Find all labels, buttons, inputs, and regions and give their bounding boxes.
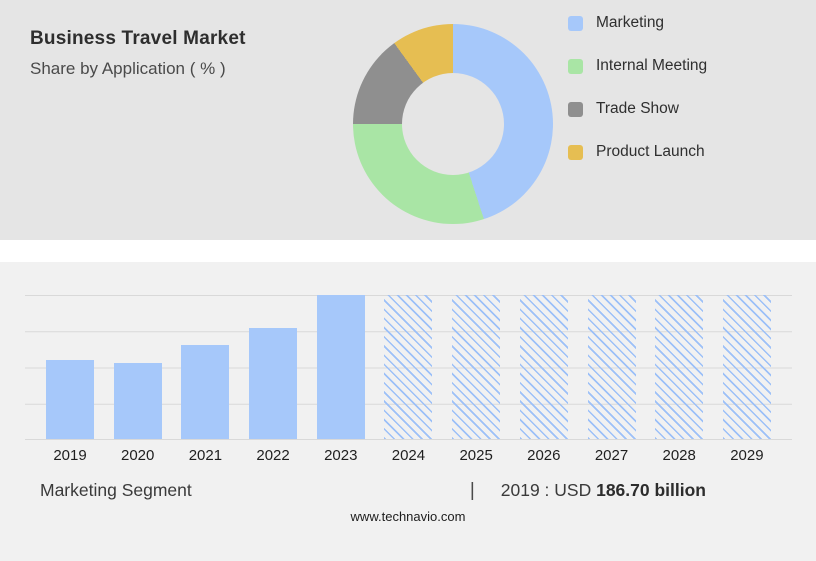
bar-2027-forecast bbox=[587, 295, 636, 439]
bar-2023 bbox=[316, 295, 365, 439]
legend-swatch bbox=[568, 15, 583, 31]
x-label-2023: 2023 bbox=[324, 447, 358, 464]
bar-2022 bbox=[249, 328, 298, 439]
summary-panel: Business Travel Market Share by Applicat… bbox=[0, 0, 816, 240]
bar-2021 bbox=[181, 345, 230, 439]
x-label-2027: 2027 bbox=[594, 447, 629, 464]
bar-plot bbox=[25, 295, 792, 440]
bar-2020 bbox=[113, 362, 162, 439]
bar-chart: 2019 2020 2021 2022 2023 2024 2025 2026 2027 2028… bbox=[25, 295, 792, 464]
legend-item-marketing: Marketing bbox=[568, 14, 707, 32]
legend-item-product-launch: Product Launch bbox=[568, 143, 707, 161]
donut-hole bbox=[402, 73, 504, 175]
base-year-value: 2019 : USD 186.70 billion bbox=[501, 480, 706, 501]
bar-2019 bbox=[46, 359, 94, 439]
x-label-2029: 2029 bbox=[730, 447, 764, 464]
bar-2024-forecast bbox=[384, 295, 433, 439]
title-block: Business Travel Market Share by Applicat… bbox=[30, 28, 246, 79]
x-label-2028: 2028 bbox=[662, 447, 696, 464]
legend-item-internal-meeting: Internal Meeting bbox=[568, 57, 707, 75]
segment-label: Marketing Segment bbox=[40, 480, 192, 500]
x-label-2024: 2024 bbox=[391, 447, 426, 464]
legend-swatch bbox=[568, 58, 583, 74]
donut-chart bbox=[353, 24, 553, 224]
x-label-2025: 2025 bbox=[459, 447, 493, 464]
legend-item-trade-show: Trade Show bbox=[568, 100, 707, 118]
x-label-2020: 2020 bbox=[121, 447, 155, 464]
website-link[interactable]: www.technavio.com bbox=[350, 509, 466, 524]
legend-swatch bbox=[568, 101, 583, 117]
page-subtitle: Share by Application ( % ) bbox=[30, 59, 226, 78]
legend-label: Marketing bbox=[596, 14, 665, 31]
page-title: Business Travel Market bbox=[30, 28, 246, 49]
legend-label: Internal Meeting bbox=[596, 57, 708, 74]
base-year-prefix: 2019 : USD bbox=[500, 480, 592, 500]
legend-swatch bbox=[568, 144, 583, 160]
forecast-panel: 2019 2020 2021 2022 2023 2024 2025 2026 2027 2028… bbox=[0, 295, 816, 561]
legend-label: Product Launch bbox=[596, 143, 705, 160]
section-divider bbox=[0, 240, 816, 262]
footer-separator: | bbox=[469, 480, 475, 501]
base-year-amount: 186.70 billion bbox=[596, 480, 706, 500]
legend-label: Trade Show bbox=[596, 100, 679, 117]
x-label-2021: 2021 bbox=[188, 447, 223, 464]
bar-2025-forecast bbox=[452, 295, 501, 439]
footer-row: Marketing Segment | 2019 : USD 186.70 bi… bbox=[0, 480, 816, 502]
x-axis-labels: 2019 2020 2021 2022 2023 2024 2025 2026 2027 2028… bbox=[25, 447, 792, 464]
bar-2028-forecast bbox=[655, 295, 704, 439]
x-label-2026: 2026 bbox=[527, 447, 561, 464]
x-label-2019: 2019 bbox=[53, 447, 87, 464]
bar-2026-forecast bbox=[519, 295, 568, 439]
legend: Marketing Internal Meeting Trade Show Produ… bbox=[568, 14, 707, 186]
bar-2029-forecast bbox=[722, 295, 771, 439]
x-label-2022: 2022 bbox=[256, 447, 290, 464]
